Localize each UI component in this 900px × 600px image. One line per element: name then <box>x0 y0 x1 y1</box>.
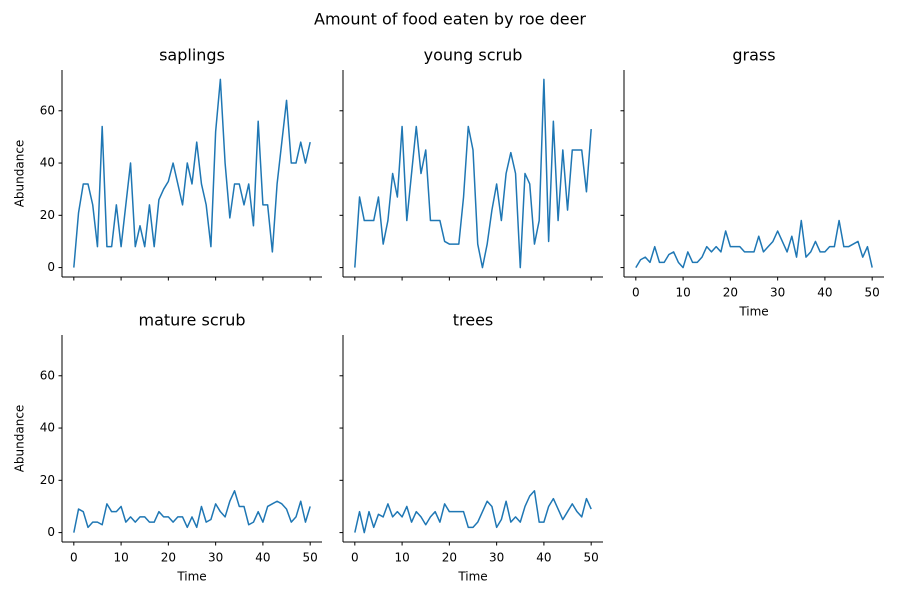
x-tick-label: 0 <box>351 551 359 565</box>
data-line <box>73 78 311 268</box>
data-line <box>354 78 592 269</box>
x-tick-label: 10 <box>675 286 690 300</box>
x-tick-label: 0 <box>70 551 78 565</box>
panel-title: mature scrub <box>139 311 246 330</box>
panel-title: young scrub <box>424 46 523 65</box>
panel-title: trees <box>453 311 494 330</box>
x-axis-label: Time <box>176 570 206 584</box>
data-line <box>635 219 873 269</box>
x-tick-label: 10 <box>113 551 128 565</box>
x-tick-label: 50 <box>865 286 880 300</box>
figure-title: Amount of food eaten by roe deer <box>314 10 586 29</box>
panel-title: grass <box>732 46 775 65</box>
x-tick-label: 10 <box>394 551 409 565</box>
y-tick-label: 20 <box>40 473 55 487</box>
y-axis-label: Abundance <box>13 405 27 473</box>
x-axis-label: Time <box>738 305 768 319</box>
y-tick-label: 60 <box>40 103 55 117</box>
y-tick-label: 60 <box>40 368 55 382</box>
data-line <box>354 490 592 534</box>
x-tick-label: 20 <box>442 551 457 565</box>
x-tick-label: 40 <box>255 551 270 565</box>
x-tick-label: 30 <box>770 286 785 300</box>
y-tick-label: 40 <box>40 156 55 170</box>
x-tick-label: 50 <box>303 551 318 565</box>
y-tick-label: 20 <box>40 208 55 222</box>
x-tick-label: 40 <box>536 551 551 565</box>
x-tick-label: 30 <box>489 551 504 565</box>
x-tick-label: 0 <box>632 286 640 300</box>
y-tick-label: 0 <box>47 525 55 539</box>
y-tick-label: 40 <box>40 421 55 435</box>
x-tick-label: 20 <box>723 286 738 300</box>
x-axis-label: Time <box>457 570 487 584</box>
x-tick-label: 20 <box>161 551 176 565</box>
x-tick-label: 30 <box>208 551 223 565</box>
data-line <box>73 490 311 533</box>
y-axis-label: Abundance <box>13 140 27 208</box>
x-tick-label: 50 <box>584 551 599 565</box>
x-tick-label: 40 <box>817 286 832 300</box>
y-tick-label: 0 <box>47 260 55 274</box>
panel-title: saplings <box>159 46 225 65</box>
